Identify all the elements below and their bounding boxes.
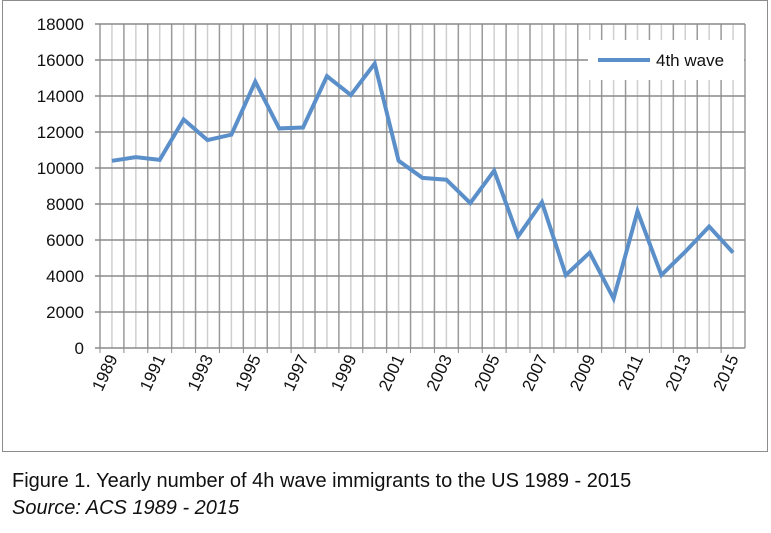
x-tick-label: 1993 <box>184 352 217 394</box>
x-tick-label: 1991 <box>136 352 169 394</box>
y-tick-label: 8000 <box>46 195 84 214</box>
x-tick-label: 1997 <box>279 352 312 394</box>
y-tick-label: 6000 <box>46 231 84 250</box>
y-tick-label: 2000 <box>46 303 84 322</box>
legend-label: 4th wave <box>656 51 724 70</box>
x-tick-label: 2001 <box>375 352 408 394</box>
x-tick-label: 2015 <box>709 352 742 394</box>
y-tick-label: 14000 <box>37 87 84 106</box>
y-tick-label: 12000 <box>37 123 84 142</box>
line-chart: 0 2000 4000 6000 8000 10000 12000 14000 16000 180… <box>37 15 746 394</box>
x-tick-label: 2007 <box>518 352 551 394</box>
x-tick-label: 2005 <box>471 352 504 394</box>
figure-source: Source: ACS 1989 - 2015 <box>12 497 240 519</box>
x-tick-label: 2013 <box>662 352 695 394</box>
x-tick-label: 2011 <box>614 352 647 393</box>
x-tick-label: 1989 <box>88 352 121 394</box>
x-tick-label: 2003 <box>423 352 456 394</box>
y-tick-label: 10000 <box>37 159 84 178</box>
y-tick-label: 18000 <box>37 15 84 34</box>
y-tick-label: 16000 <box>37 51 84 70</box>
x-tick-label: 1995 <box>232 352 265 394</box>
y-tick-label: 0 <box>75 339 84 358</box>
y-tick-label: 4000 <box>46 267 84 286</box>
x-tick-label: 1999 <box>327 352 360 394</box>
figure-caption: Figure 1. Yearly number of 4h wave immig… <box>12 470 632 492</box>
x-tick-label: 2009 <box>566 352 599 394</box>
